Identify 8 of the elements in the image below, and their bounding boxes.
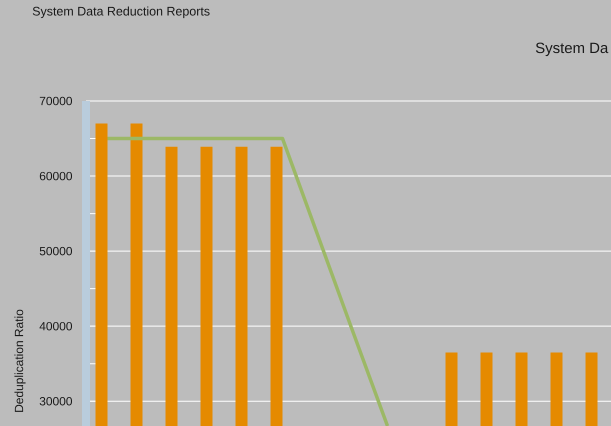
y-tick-label: 50000: [40, 246, 72, 256]
y-tick-label: 40000: [40, 322, 72, 330]
chart-title: System Da: [536, 42, 608, 56]
y-tick-label: 60000: [40, 172, 72, 180]
y-tick-label: 30000: [40, 397, 72, 406]
text: System Data Reduction Reports: [32, 6, 210, 18]
y-axis-title: Deduplication Ratio: [14, 310, 26, 412]
y-tick-label: 70000: [40, 96, 72, 106]
